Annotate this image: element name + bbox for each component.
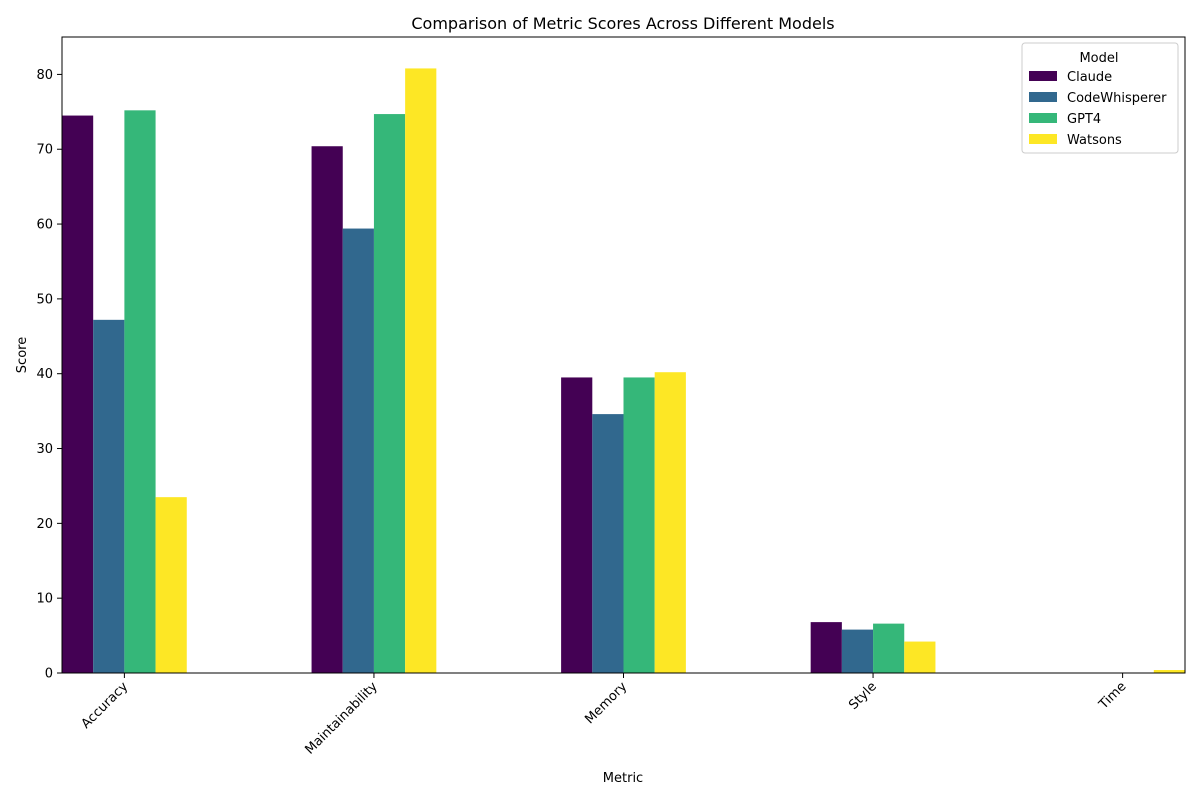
bar-watsons-time — [1153, 670, 1185, 673]
bar-codewhisperer-memory — [592, 414, 624, 673]
x-axis: Accuracy Maintainability Memory Style Time — [79, 673, 1130, 758]
x-tick-label: Accuracy — [79, 679, 132, 732]
bar-gpt4-maintainability — [373, 114, 406, 673]
y-tick-label: 40 — [36, 367, 53, 382]
legend-swatch-gpt4 — [1029, 113, 1057, 123]
legend-swatch-watsons — [1029, 134, 1057, 144]
bar-codewhisperer-maintainability — [342, 228, 374, 674]
legend: Model Claude CodeWhisperer GPT4 Watsons — [1021, 42, 1179, 154]
legend-label-codewhisperer: CodeWhisperer — [1067, 91, 1167, 106]
y-axis: 0 10 20 30 40 50 60 70 80 — [36, 68, 62, 682]
x-tick-label: Time — [1096, 679, 1130, 713]
legend-box — [1021, 42, 1179, 154]
x-axis-label: Metric — [603, 771, 643, 786]
legend-swatch-claude — [1029, 71, 1057, 81]
bar-claude-style — [810, 622, 842, 673]
bar-claude-accuracy — [62, 115, 94, 673]
x-tick-label: Maintainability — [302, 679, 381, 758]
legend-swatch-codewhisperer — [1029, 92, 1057, 102]
bar-claude-maintainability — [311, 146, 343, 674]
chart-title: Comparison of Metric Scores Across Diffe… — [411, 14, 834, 33]
bar-gpt4-memory — [623, 377, 655, 673]
y-tick-label: 10 — [36, 592, 53, 607]
bar-watsons-memory — [654, 372, 686, 673]
y-tick-label: 60 — [36, 218, 53, 233]
legend-label-gpt4: GPT4 — [1067, 112, 1101, 127]
bar-watsons-style — [904, 641, 936, 673]
bar-claude-memory — [561, 377, 593, 673]
legend-label-claude: Claude — [1067, 70, 1112, 85]
y-axis-label: Score — [15, 337, 30, 373]
bar-codewhisperer-accuracy — [93, 319, 125, 673]
bar-gpt4-style — [873, 623, 905, 673]
y-tick-label: 70 — [36, 143, 53, 158]
bar-codewhisperer-style — [841, 629, 874, 673]
y-tick-label: 80 — [36, 68, 53, 83]
y-tick-label: 20 — [36, 517, 53, 532]
plot-area — [62, 68, 1185, 674]
bar-watsons-maintainability — [405, 68, 437, 674]
y-tick-label: 0 — [45, 667, 53, 682]
legend-title: Model — [1079, 51, 1118, 66]
y-tick-label: 30 — [36, 442, 53, 457]
legend-label-watsons: Watsons — [1067, 133, 1122, 148]
x-tick-label: Style — [846, 679, 880, 713]
bar-gpt4-accuracy — [124, 110, 156, 673]
legend-items: Claude CodeWhisperer GPT4 Watsons — [1029, 70, 1167, 148]
bar-watsons-accuracy — [155, 497, 187, 673]
y-tick-label: 50 — [36, 292, 53, 307]
x-tick-label: Memory — [582, 679, 630, 727]
